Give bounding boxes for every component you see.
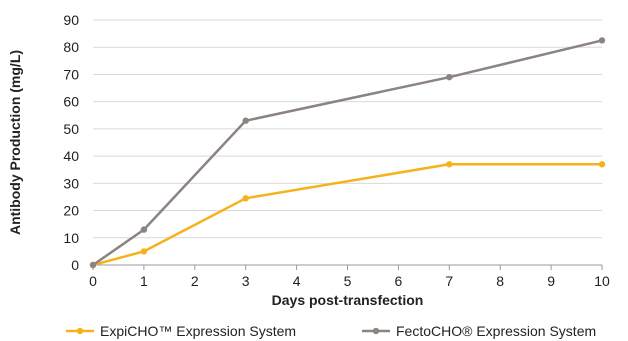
x-tick-label: 1 bbox=[140, 273, 148, 289]
y-tick-label: 30 bbox=[63, 175, 79, 191]
legend-item: ExpiCHO™ Expression System bbox=[66, 323, 296, 339]
data-point bbox=[242, 117, 249, 124]
data-point bbox=[598, 161, 606, 168]
y-tick-label: 50 bbox=[63, 121, 79, 137]
y-tick-label: 90 bbox=[63, 12, 79, 28]
x-tick-labels: 0 1 2 3 4 5 6 7 8 9 10 bbox=[89, 265, 610, 289]
series-2 bbox=[89, 37, 606, 269]
x-tick-label: 4 bbox=[293, 273, 301, 289]
y-tick-label: 40 bbox=[63, 148, 79, 164]
y-tick-label: 60 bbox=[63, 94, 79, 110]
legend-marker-icon bbox=[372, 327, 380, 335]
x-tick-label: 9 bbox=[547, 273, 555, 289]
legend-label: ExpiCHO™ Expression System bbox=[100, 323, 296, 339]
x-tick-label: 5 bbox=[344, 273, 352, 289]
x-tick-label: 8 bbox=[496, 273, 504, 289]
x-tick-label: 7 bbox=[445, 273, 453, 289]
grid-lines bbox=[93, 19, 602, 239]
x-tick-label: 0 bbox=[89, 273, 97, 289]
x-tick-label: 3 bbox=[242, 273, 250, 289]
y-tick-label: 80 bbox=[63, 39, 79, 55]
y-tick-labels: 0 10 20 30 40 50 60 70 80 90 bbox=[63, 12, 79, 273]
y-tick-label: 0 bbox=[71, 257, 79, 273]
y-tick-label: 10 bbox=[63, 230, 79, 246]
legend-label: FectoCHO® Expression System bbox=[396, 323, 596, 339]
data-point bbox=[446, 161, 453, 168]
data-point bbox=[140, 248, 148, 255]
y-tick-label: 70 bbox=[63, 66, 79, 82]
x-axis-title: Days post-transfection bbox=[272, 292, 424, 308]
y-tick-label: 20 bbox=[63, 203, 79, 219]
data-point bbox=[446, 73, 453, 81]
data-point bbox=[140, 226, 148, 233]
legend-marker-icon bbox=[76, 327, 84, 335]
series-layer bbox=[89, 37, 606, 269]
data-point bbox=[242, 195, 249, 202]
legend: ExpiCHO™ Expression System FectoCHO® Expr… bbox=[66, 323, 596, 339]
data-point bbox=[598, 37, 606, 44]
x-tick-label: 2 bbox=[191, 273, 199, 289]
legend-item: FectoCHO® Expression System bbox=[362, 323, 596, 339]
x-tick-label: 6 bbox=[395, 273, 403, 289]
series-1 bbox=[89, 161, 606, 269]
series-line bbox=[92, 163, 602, 267]
y-axis-title: Antibody Production (mg/L) bbox=[7, 50, 23, 235]
data-point bbox=[89, 261, 97, 269]
x-tick-label: 10 bbox=[594, 273, 610, 289]
